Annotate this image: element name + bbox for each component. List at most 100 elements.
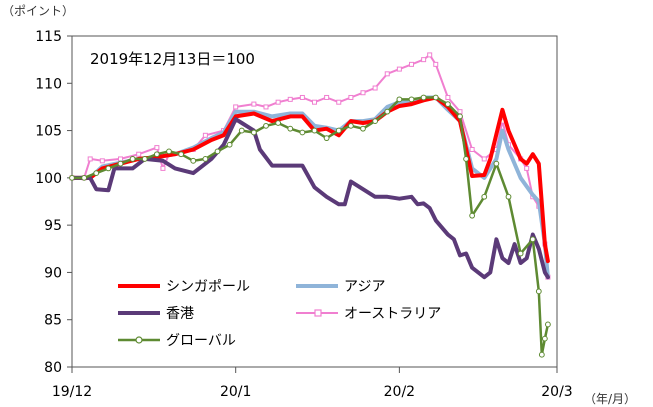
series-point	[117, 160, 124, 167]
series-point	[99, 158, 105, 164]
series-point	[336, 99, 342, 105]
series-point	[287, 125, 294, 132]
series-point	[469, 212, 476, 219]
series-point	[299, 129, 306, 136]
series-point	[202, 156, 209, 162]
series-point	[384, 71, 390, 77]
series-point	[396, 96, 403, 103]
y-tick-label: 95	[44, 218, 62, 234]
series-2	[70, 117, 550, 280]
series-point	[324, 94, 330, 100]
series-point	[432, 94, 439, 101]
series-point	[263, 122, 269, 129]
legend-label: アジア	[344, 279, 385, 295]
series-point	[505, 193, 512, 200]
legend-item: グローバル	[118, 333, 236, 349]
series-point	[202, 132, 208, 138]
series-point	[141, 156, 148, 162]
series-line	[70, 117, 550, 280]
y-tick-label: 90	[44, 265, 62, 281]
legend-label: オーストラリア	[344, 306, 441, 322]
legend-label: グローバル	[166, 333, 236, 349]
series-4	[69, 94, 551, 358]
series-point	[421, 57, 427, 63]
series-point	[372, 118, 379, 125]
series-point	[69, 174, 75, 181]
series-point	[87, 156, 93, 162]
series-point	[287, 96, 293, 102]
series-point	[545, 321, 551, 328]
series-layer	[69, 52, 551, 358]
legend-item: オーストラリア	[296, 306, 441, 322]
series-point	[299, 94, 305, 100]
series-point	[541, 335, 548, 342]
series-point	[517, 250, 524, 257]
legend-item: アジア	[296, 279, 385, 295]
series-point	[275, 99, 281, 105]
y-tick-label: 100	[35, 171, 62, 187]
series-point	[524, 165, 530, 171]
series-point	[311, 127, 318, 134]
legend-label: 香港	[166, 306, 194, 322]
series-point	[81, 174, 88, 181]
series-point	[444, 101, 451, 107]
series-point	[136, 151, 142, 157]
series-point	[250, 129, 257, 136]
y-tick-label: 85	[44, 313, 62, 329]
y-axis: 80 85 90 95 100 105 110 115	[35, 29, 72, 376]
legend-label: シンガポール	[166, 279, 250, 295]
x-axis: 19/12 20/1 20/2 20/3	[52, 367, 573, 400]
series-point	[312, 99, 317, 105]
x-unit-label: （年/月）	[584, 392, 636, 406]
legend-marker	[135, 336, 143, 344]
series-point	[105, 165, 112, 172]
series-point	[166, 148, 172, 155]
series-point	[384, 108, 391, 115]
series-point	[457, 113, 463, 120]
x-tick-label: 20/2	[384, 384, 415, 400]
series-point	[396, 66, 402, 72]
series-point	[457, 109, 463, 115]
series-point	[347, 122, 354, 129]
series-point	[463, 156, 469, 162]
series-point	[154, 145, 160, 151]
series-point	[348, 94, 354, 100]
series-point	[153, 151, 160, 158]
series-point	[493, 160, 500, 167]
series-point	[535, 288, 542, 295]
series-point	[372, 85, 378, 91]
series-point	[409, 61, 414, 67]
legend-marker	[314, 309, 322, 317]
series-point	[408, 96, 415, 103]
series-point	[529, 236, 536, 243]
series-point	[214, 148, 221, 155]
series-point	[238, 127, 245, 134]
series-point	[160, 165, 166, 171]
x-tick-label: 19/12	[52, 384, 92, 400]
series-line	[70, 96, 550, 356]
x-tick-label: 20/3	[541, 384, 572, 400]
series-point	[251, 101, 257, 107]
series-point	[360, 125, 366, 132]
legend-item: シンガポール	[118, 279, 250, 295]
series-point	[427, 52, 433, 58]
series-point	[445, 94, 451, 100]
series-point	[118, 156, 123, 162]
series-line	[71, 53, 549, 279]
series-point	[275, 120, 282, 126]
series-point	[226, 141, 233, 148]
series-point	[93, 170, 100, 177]
series-point	[129, 156, 136, 162]
series-point	[233, 104, 239, 110]
series-point	[433, 61, 439, 67]
series-3	[69, 52, 551, 280]
y-tick-label: 105	[35, 124, 62, 140]
series-point	[190, 157, 197, 164]
series-point	[481, 193, 488, 200]
series-point	[481, 156, 487, 162]
y-unit-label: （ポイント）	[2, 4, 74, 18]
series-point	[335, 127, 342, 134]
series-point	[263, 104, 269, 110]
